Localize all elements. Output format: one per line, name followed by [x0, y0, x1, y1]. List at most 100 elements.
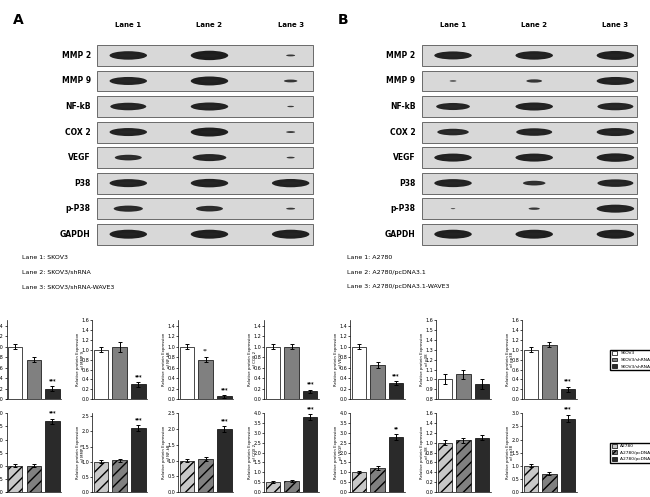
- Text: MMP 2: MMP 2: [387, 51, 415, 60]
- Bar: [352, 472, 366, 492]
- Bar: [422, 172, 637, 194]
- Legend: A2780, A2780/pcDNA 3.1, A2780/pcDNA 3.1-WAVE3: A2780, A2780/pcDNA 3.1, A2780/pcDNA 3.1-…: [610, 442, 650, 463]
- Text: Lane 3: Lane 3: [603, 21, 629, 28]
- Ellipse shape: [119, 182, 138, 184]
- Ellipse shape: [110, 77, 147, 85]
- Ellipse shape: [515, 230, 553, 239]
- Text: ***: ***: [135, 374, 142, 379]
- Y-axis label: Relative protein Expression
of VEGF: Relative protein Expression of VEGF: [334, 333, 343, 386]
- Text: **: **: [203, 349, 208, 354]
- Text: NF-kB: NF-kB: [65, 102, 91, 111]
- Text: ***: ***: [306, 382, 314, 387]
- Ellipse shape: [196, 206, 223, 212]
- Ellipse shape: [528, 207, 540, 210]
- Ellipse shape: [434, 51, 472, 60]
- Bar: [112, 347, 127, 399]
- Text: Lane 1: Lane 1: [440, 21, 466, 28]
- Text: Lane 2: Lane 2: [521, 21, 547, 28]
- Text: Lane 1: SKOV3: Lane 1: SKOV3: [22, 255, 68, 260]
- Bar: [198, 459, 213, 492]
- Legend: SKOV3, SKOV3/shRNA, SKOV3/shRNA-WAVE3: SKOV3, SKOV3/shRNA, SKOV3/shRNA-WAVE3: [610, 349, 650, 370]
- Ellipse shape: [523, 181, 545, 185]
- Text: ***: ***: [49, 411, 56, 415]
- Ellipse shape: [525, 131, 543, 133]
- Ellipse shape: [190, 77, 228, 85]
- Ellipse shape: [119, 131, 138, 134]
- Bar: [217, 429, 231, 492]
- Ellipse shape: [281, 233, 300, 236]
- Ellipse shape: [121, 208, 136, 210]
- Bar: [217, 397, 231, 399]
- Bar: [303, 417, 317, 492]
- Ellipse shape: [437, 129, 469, 135]
- Bar: [8, 466, 23, 492]
- Bar: [45, 421, 60, 492]
- Ellipse shape: [606, 80, 625, 83]
- Bar: [370, 468, 385, 492]
- Y-axis label: Relative protein Expression
of p38: Relative protein Expression of p38: [420, 426, 428, 479]
- Ellipse shape: [111, 103, 146, 110]
- Bar: [523, 466, 538, 492]
- Ellipse shape: [528, 182, 540, 184]
- Bar: [422, 71, 637, 91]
- Ellipse shape: [597, 230, 634, 239]
- Text: ***: ***: [564, 407, 572, 412]
- Ellipse shape: [200, 105, 219, 108]
- Ellipse shape: [272, 230, 309, 239]
- Bar: [97, 198, 313, 219]
- Ellipse shape: [190, 230, 228, 239]
- Bar: [389, 437, 404, 492]
- Ellipse shape: [445, 105, 461, 108]
- Text: ***: ***: [220, 387, 228, 392]
- Ellipse shape: [606, 233, 625, 236]
- Ellipse shape: [284, 80, 298, 83]
- Bar: [131, 428, 146, 492]
- Text: P38: P38: [75, 178, 91, 188]
- Text: p-P38: p-P38: [391, 204, 415, 213]
- Y-axis label: Relative protein Expression
of COX 2: Relative protein Expression of COX 2: [248, 333, 257, 386]
- Text: ***: ***: [393, 373, 400, 378]
- Text: MMP 2: MMP 2: [62, 51, 91, 60]
- Text: A: A: [13, 13, 23, 27]
- Bar: [97, 96, 313, 117]
- Ellipse shape: [110, 51, 147, 60]
- Ellipse shape: [515, 102, 553, 110]
- Bar: [284, 481, 299, 492]
- Ellipse shape: [445, 131, 461, 133]
- Text: Lane 1: A2780: Lane 1: A2780: [347, 255, 392, 260]
- Text: ***: ***: [564, 379, 572, 384]
- Ellipse shape: [286, 55, 295, 56]
- Ellipse shape: [190, 51, 228, 60]
- Ellipse shape: [597, 179, 633, 187]
- Ellipse shape: [190, 128, 228, 137]
- Ellipse shape: [203, 208, 216, 210]
- Text: VEGF: VEGF: [68, 153, 91, 162]
- Bar: [284, 346, 299, 399]
- Bar: [8, 346, 23, 399]
- Bar: [266, 346, 280, 399]
- Bar: [370, 365, 385, 399]
- Ellipse shape: [119, 233, 138, 236]
- Ellipse shape: [110, 230, 147, 239]
- Y-axis label: Relative protein Expression
of MMP 9: Relative protein Expression of MMP 9: [76, 333, 85, 386]
- Bar: [352, 346, 366, 399]
- Bar: [180, 346, 194, 399]
- Ellipse shape: [287, 157, 294, 159]
- Text: NF-kB: NF-kB: [390, 102, 415, 111]
- Ellipse shape: [597, 205, 634, 213]
- Text: Lane 1: Lane 1: [115, 21, 141, 28]
- Ellipse shape: [200, 54, 219, 57]
- Text: Lane 3: Lane 3: [278, 21, 304, 28]
- Ellipse shape: [444, 233, 462, 236]
- Bar: [266, 482, 280, 492]
- Bar: [389, 383, 404, 399]
- Ellipse shape: [525, 233, 543, 236]
- Bar: [422, 198, 637, 219]
- Ellipse shape: [110, 128, 147, 136]
- Text: Lane 3: SKOV3/shRNA-WAVE3: Lane 3: SKOV3/shRNA-WAVE3: [22, 284, 114, 289]
- Text: Lane 2: Lane 2: [196, 21, 222, 28]
- Ellipse shape: [200, 131, 219, 134]
- Bar: [94, 462, 109, 492]
- Y-axis label: Relative protein Expression
of pp38: Relative protein Expression of pp38: [506, 333, 514, 386]
- Bar: [456, 440, 471, 492]
